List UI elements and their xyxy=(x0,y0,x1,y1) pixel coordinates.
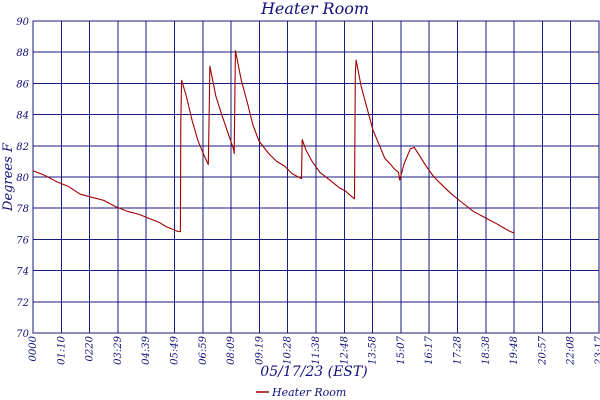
x-tick-label: 16:17 xyxy=(424,335,435,364)
x-tick-label: 10:28 xyxy=(283,336,294,365)
y-tick-label: 90 xyxy=(16,17,29,28)
x-tick-label: 20:57 xyxy=(537,335,548,365)
x-tick-label: 05:49 xyxy=(170,335,181,364)
y-tick-label: 82 xyxy=(16,142,29,153)
y-tick-label: 72 xyxy=(16,298,29,309)
x-tick-label: 0000 xyxy=(28,335,39,361)
y-tick-label: 74 xyxy=(16,267,29,278)
x-tick-label: 22:08 xyxy=(566,336,577,366)
legend-label: Heater Room xyxy=(271,386,346,399)
x-tick-label: 17:28 xyxy=(453,336,464,365)
y-tick-label: 78 xyxy=(16,204,29,215)
y-tick-label: 88 xyxy=(16,48,29,59)
x-tick-label: 12:48 xyxy=(339,336,350,365)
grid xyxy=(33,21,599,333)
chart-title: Heater Room xyxy=(260,0,369,18)
x-tick-label: 19:48 xyxy=(509,336,520,365)
x-tick-label: 18:38 xyxy=(481,336,492,365)
x-tick-label: 09:19 xyxy=(254,335,265,364)
y-tick-label: 76 xyxy=(16,235,29,246)
x-tick-label: 11:38 xyxy=(311,336,322,365)
x-axis-ticks: 0000 01:10 0220 03:29 04:39 05:49 06:59 08:09 09… xyxy=(28,335,600,365)
x-tick-label: 03:29 xyxy=(113,335,124,364)
series-line-heater-room xyxy=(32,50,515,234)
y-tick-label: 70 xyxy=(16,329,29,340)
series-layer xyxy=(32,50,515,234)
y-tick-label: 86 xyxy=(16,79,29,90)
y-tick-label: 84 xyxy=(16,111,29,122)
x-tick-label: 08:09 xyxy=(226,335,237,364)
x-tick-label: 01:10 xyxy=(56,335,67,364)
x-tick-label: 23:17 xyxy=(594,335,600,365)
x-tick-label: 04:39 xyxy=(141,335,152,364)
y-axis-label: Degrees F xyxy=(1,142,16,212)
x-tick-label: 06:59 xyxy=(198,335,209,364)
x-axis-label: 05/17/23 (EST) xyxy=(260,364,367,380)
x-tick-label: 15:07 xyxy=(396,335,407,364)
x-tick-label: 13:58 xyxy=(368,336,379,365)
x-tick-label: 0220 xyxy=(85,335,96,361)
y-tick-label: 80 xyxy=(16,173,29,184)
legend: Heater Room xyxy=(256,386,346,399)
y-axis-ticks: 70 72 74 76 78 80 82 84 86 88 90 xyxy=(16,17,29,340)
plot-frame xyxy=(32,20,600,334)
